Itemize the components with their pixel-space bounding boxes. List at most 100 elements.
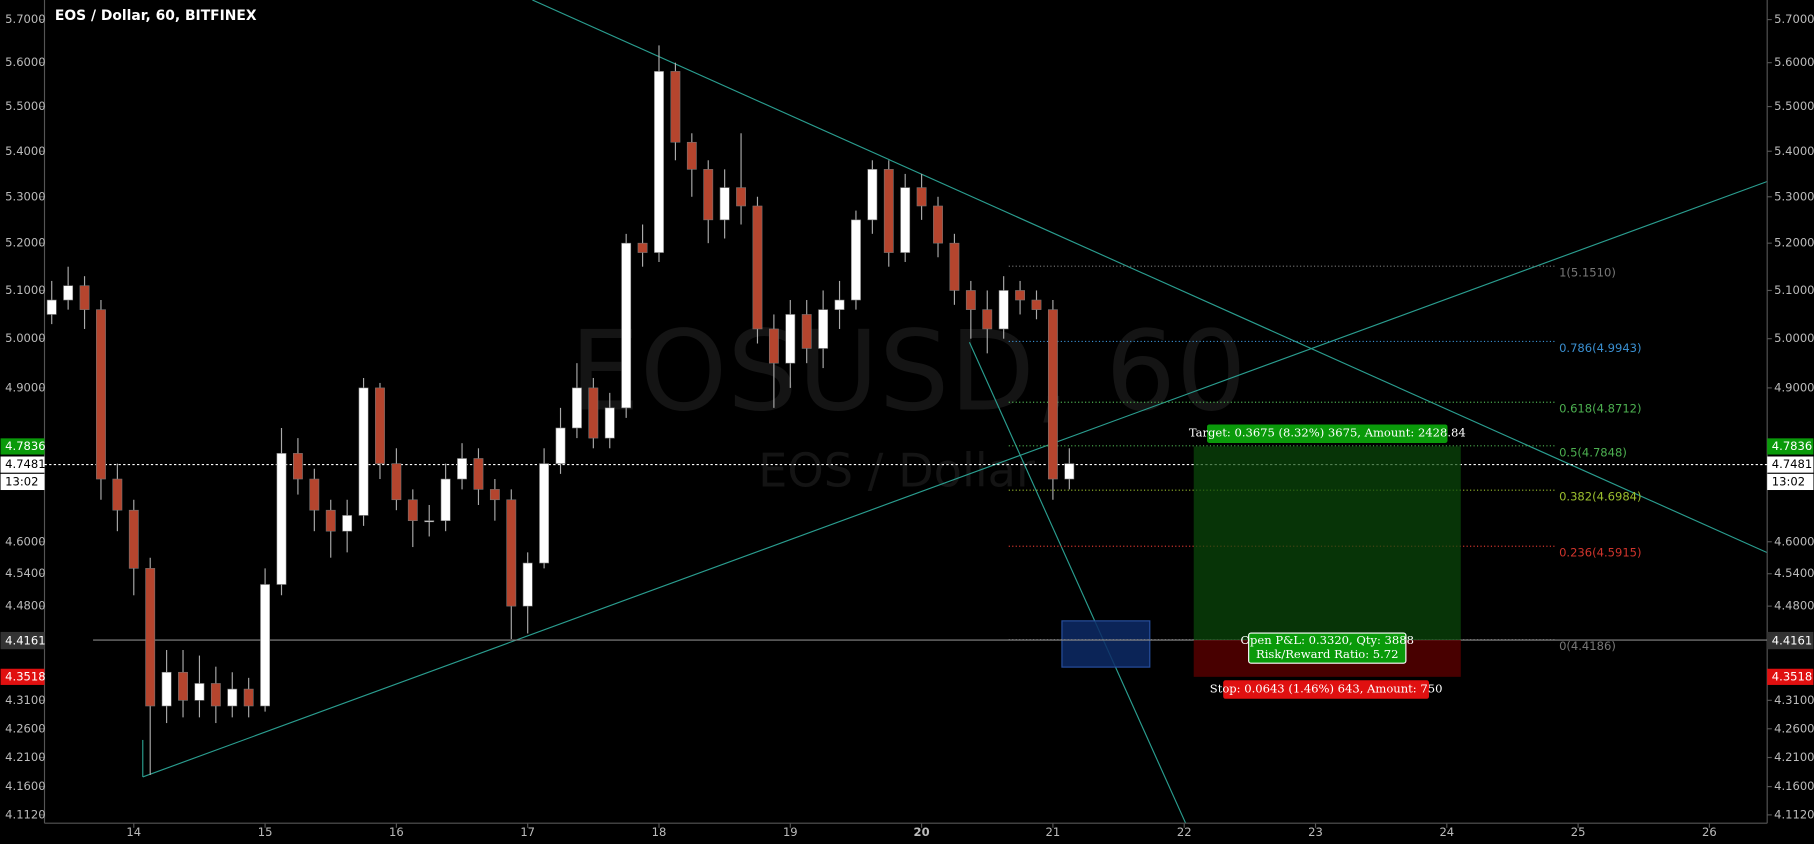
x-tick-label: 25 bbox=[1571, 825, 1586, 839]
candle-body bbox=[161, 671, 172, 707]
y-tick-label: 4.6000 bbox=[1774, 534, 1814, 548]
candle-body bbox=[424, 520, 435, 523]
candle-body bbox=[801, 314, 812, 349]
candle-body bbox=[933, 205, 943, 244]
y-tick-label: 4.2100 bbox=[1774, 750, 1814, 764]
x-tick-label: 23 bbox=[1308, 825, 1323, 839]
candle-body bbox=[457, 458, 467, 480]
candle-body bbox=[325, 509, 336, 532]
x-tick-label: 26 bbox=[1702, 825, 1717, 839]
y-tick-label: 5.1000 bbox=[1774, 283, 1814, 297]
countdown-label: 13:02 bbox=[5, 474, 38, 488]
candle-body bbox=[276, 453, 287, 585]
y-tick-label: 4.5400 bbox=[5, 566, 45, 580]
target-label: Target: 0.3675 (8.32%) 3675, Amount: 242… bbox=[1189, 426, 1466, 440]
candle-body bbox=[965, 290, 976, 310]
candle-body bbox=[1031, 299, 1042, 310]
candle-body bbox=[752, 205, 763, 330]
candle-body bbox=[145, 568, 156, 707]
candle-body bbox=[867, 169, 878, 221]
candle-body bbox=[621, 242, 632, 409]
trendline bbox=[968, 341, 1187, 824]
label-box bbox=[1207, 424, 1448, 443]
candle-body bbox=[63, 285, 74, 301]
y-tick-label: 4.4800 bbox=[1774, 599, 1814, 613]
candle-body bbox=[588, 387, 599, 439]
candle-body bbox=[260, 584, 271, 707]
y-tick-label: 4.1600 bbox=[1774, 779, 1814, 793]
y-tick-label: 5.5000 bbox=[1774, 99, 1814, 113]
candle-body bbox=[604, 407, 615, 439]
candle-body bbox=[572, 387, 582, 429]
fib-label: 0.236(4.5915) bbox=[1559, 546, 1641, 560]
y-tick-label: 4.9000 bbox=[5, 380, 45, 394]
trendlines bbox=[142, 0, 1768, 824]
candle-body bbox=[703, 169, 714, 221]
y-tick-label: 4.5400 bbox=[1774, 566, 1814, 580]
price-marker-label: 4.7481 bbox=[5, 457, 45, 471]
candle-body bbox=[1015, 290, 1025, 301]
trendline bbox=[532, 0, 1768, 554]
candle-body bbox=[539, 463, 550, 564]
candle-body bbox=[293, 453, 303, 480]
stop-label: Stop: 0.0643 (1.46%) 643, Amount: 750 bbox=[1210, 682, 1443, 696]
candle-body bbox=[900, 187, 911, 253]
trendline bbox=[142, 180, 1768, 778]
candle-body bbox=[998, 290, 1009, 330]
y-tick-label: 4.2100 bbox=[5, 750, 45, 764]
y-tick-label: 5.3000 bbox=[1774, 189, 1814, 203]
ratio-label: Risk/Reward Ratio: 5.72 bbox=[1256, 647, 1398, 661]
price-marker-label: 4.7836 bbox=[5, 439, 45, 453]
y-tick-label: 4.2600 bbox=[5, 721, 45, 735]
candle-body bbox=[358, 387, 369, 516]
candle-body bbox=[719, 187, 730, 221]
candle-body bbox=[342, 515, 353, 532]
candle-body bbox=[637, 242, 648, 253]
y-tick-label: 5.4000 bbox=[1774, 144, 1814, 158]
label-box bbox=[1248, 632, 1407, 664]
y-tick-label: 5.4000 bbox=[5, 144, 45, 158]
candle-body bbox=[227, 688, 238, 707]
x-tick-label: 19 bbox=[783, 825, 798, 839]
target-zone bbox=[1193, 446, 1461, 641]
price-marker bbox=[1767, 633, 1814, 650]
x-tick-label: 18 bbox=[652, 825, 667, 839]
watermark-group: EOSUSD, 60 EOS / Dollar bbox=[570, 307, 1247, 497]
y-tick-label: 4.3100 bbox=[5, 693, 45, 707]
y-tick-label: 4.1120 bbox=[5, 807, 45, 821]
candle-body bbox=[210, 683, 221, 707]
candle-body bbox=[555, 427, 566, 464]
y-tick-label: 5.2000 bbox=[1774, 236, 1814, 250]
x-tick-label: 21 bbox=[1046, 825, 1061, 839]
fib-label: 0.5(4.7848) bbox=[1559, 445, 1627, 459]
y-tick-label: 5.7000 bbox=[5, 12, 45, 26]
x-tick-label: 14 bbox=[126, 825, 141, 839]
y-tick-label: 5.5000 bbox=[5, 99, 45, 113]
x-tick-label: 24 bbox=[1439, 825, 1454, 839]
candle-body bbox=[768, 328, 779, 364]
candle-body bbox=[851, 219, 861, 301]
y-tick-label: 4.2600 bbox=[1774, 721, 1814, 735]
y-tick-label: 5.3000 bbox=[5, 189, 45, 203]
candle-body bbox=[686, 141, 697, 170]
countdown-box bbox=[0, 473, 45, 491]
highlight-box bbox=[1061, 620, 1151, 668]
price-marker-label: 4.7481 bbox=[1772, 457, 1812, 471]
candle-body bbox=[178, 671, 188, 701]
fib-label: 0.382(4.6984) bbox=[1559, 490, 1641, 504]
candle-body bbox=[654, 71, 664, 253]
price-marker bbox=[1767, 438, 1814, 455]
candle-body bbox=[407, 499, 418, 521]
candle-body bbox=[916, 187, 927, 207]
x-tick-label: 17 bbox=[520, 825, 535, 839]
y-tick-label: 4.6000 bbox=[5, 534, 45, 548]
y-tick-label: 4.3100 bbox=[1774, 693, 1814, 707]
candle-body bbox=[506, 499, 517, 607]
countdown-label: 13:02 bbox=[1772, 474, 1805, 488]
countdown-box bbox=[1767, 473, 1814, 491]
y-tick-label: 4.9000 bbox=[1774, 380, 1814, 394]
y-tick-label: 5.0000 bbox=[5, 331, 45, 345]
fib-label: 0.618(4.8712) bbox=[1559, 402, 1641, 416]
